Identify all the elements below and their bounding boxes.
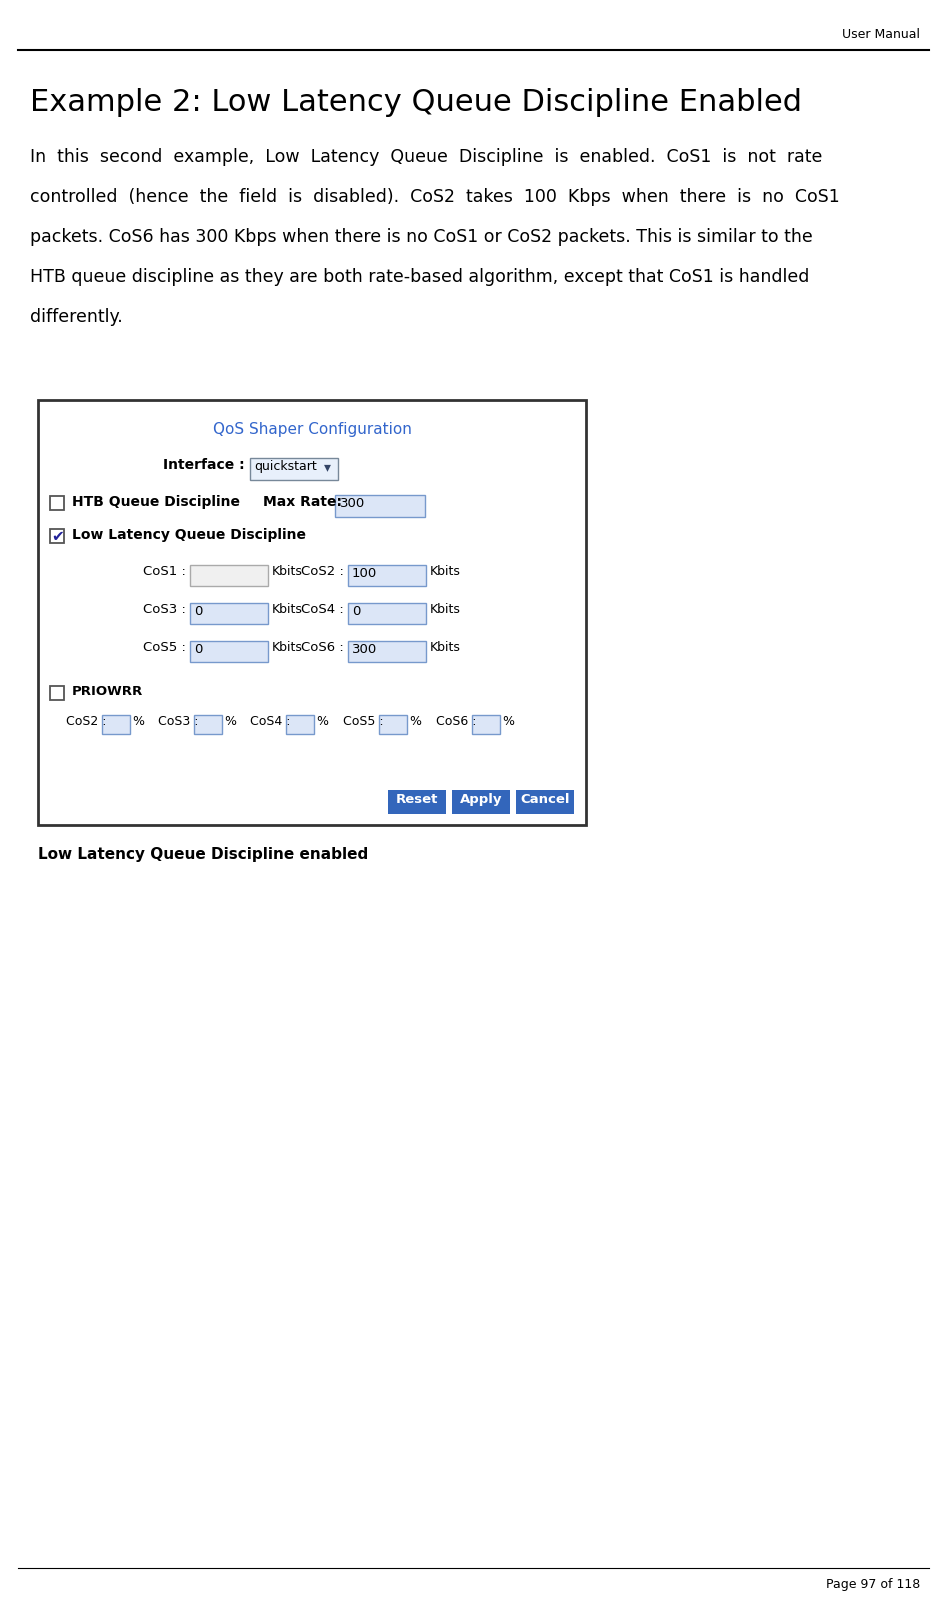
Bar [472,716,500,733]
Text: HTB Queue Discipline: HTB Queue Discipline [72,495,240,509]
Text: Page 97 of 118: Page 97 of 118 [826,1579,920,1591]
Text: CoS2 :: CoS2 : [301,565,344,578]
Bar [348,640,426,661]
Bar [194,716,222,733]
Text: Low Latency Queue Discipline: Low Latency Queue Discipline [72,528,306,543]
Text: CoS4 :: CoS4 : [301,604,344,616]
Text: Kbits: Kbits [430,604,461,616]
Text: CoS2 :: CoS2 : [66,716,106,728]
Bar [50,685,64,700]
Text: CoS3 :: CoS3 : [158,716,199,728]
Text: PRIOWRR: PRIOWRR [72,685,143,698]
Bar [516,789,574,813]
Text: %: % [409,716,421,728]
Text: CoS6 :: CoS6 : [436,716,476,728]
Text: packets. CoS6 has 300 Kbps when there is no CoS1 or CoS2 packets. This is simila: packets. CoS6 has 300 Kbps when there is… [30,227,813,247]
Bar [102,716,130,733]
Bar [348,604,426,624]
Text: Kbits: Kbits [430,640,461,653]
Text: 300: 300 [352,644,377,656]
Text: %: % [224,716,236,728]
Text: %: % [502,716,514,728]
Bar [190,565,268,586]
Text: User Manual: User Manual [842,27,920,42]
Text: Interface :: Interface : [164,458,245,472]
Bar [286,716,314,733]
Text: Kbits: Kbits [430,565,461,578]
Bar [190,640,268,661]
Bar [388,789,446,813]
Text: ▾: ▾ [324,459,331,474]
Text: Kbits: Kbits [272,640,303,653]
Text: quickstart: quickstart [254,459,316,472]
Text: CoS3 :: CoS3 : [143,604,186,616]
Text: controlled  (hence  the  field  is  disabled).  CoS2  takes  100  Kbps  when  th: controlled (hence the field is disabled)… [30,187,840,207]
Text: CoS6 :: CoS6 : [301,640,344,653]
Bar [38,400,586,825]
Bar [452,789,510,813]
Text: QoS Shaper Configuration: QoS Shaper Configuration [212,423,411,437]
Text: CoS5 :: CoS5 : [143,640,186,653]
Text: Max Rate:: Max Rate: [263,495,342,509]
Text: 300: 300 [340,496,366,511]
Bar [379,716,407,733]
Text: Cancel: Cancel [520,792,570,805]
Text: Reset: Reset [396,792,438,805]
Bar [348,565,426,586]
Bar [50,528,64,543]
Text: Low Latency Queue Discipline enabled: Low Latency Queue Discipline enabled [38,847,368,861]
Text: CoS1 :: CoS1 : [143,565,186,578]
Text: 100: 100 [352,567,377,580]
Text: %: % [316,716,328,728]
Text: Kbits: Kbits [272,604,303,616]
Text: CoS4 :: CoS4 : [250,716,291,728]
Bar [50,496,64,511]
Text: 0: 0 [352,605,361,618]
Text: ✔: ✔ [51,528,63,544]
Text: 0: 0 [194,644,203,656]
Bar [250,458,338,480]
Bar [335,495,425,517]
Text: HTB queue discipline as they are both rate-based algorithm, except that CoS1 is : HTB queue discipline as they are both ra… [30,267,810,287]
Text: Example 2: Low Latency Queue Discipline Enabled: Example 2: Low Latency Queue Discipline … [30,88,802,117]
Text: In  this  second  example,  Low  Latency  Queue  Discipline  is  enabled.  CoS1 : In this second example, Low Latency Queu… [30,147,822,167]
Text: Apply: Apply [459,792,502,805]
Text: Kbits: Kbits [272,565,303,578]
Text: CoS5 :: CoS5 : [343,716,384,728]
Text: 0: 0 [194,605,203,618]
Text: differently.: differently. [30,307,123,327]
Bar [190,604,268,624]
Text: %: % [132,716,144,728]
